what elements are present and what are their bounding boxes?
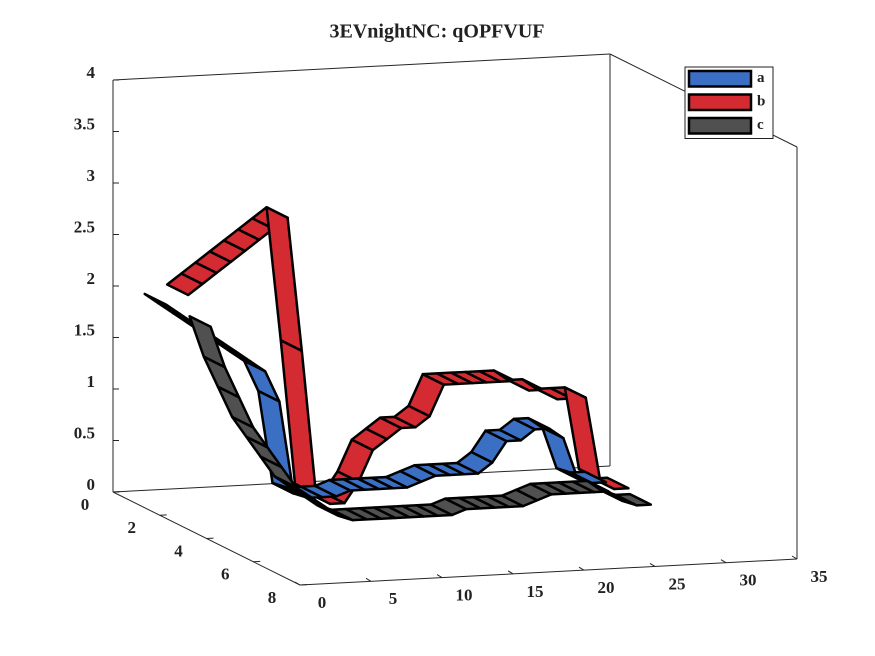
x-tick-label: 25: [669, 574, 686, 593]
legend-swatch: [687, 116, 753, 135]
z-tick-label: 1.5: [74, 320, 95, 339]
plot-area: [143, 205, 653, 522]
x-tick-label: 10: [456, 585, 473, 604]
axis-line: [299, 558, 798, 586]
x-tick-label: 0: [318, 593, 327, 612]
z-tick-label: 2: [87, 269, 96, 288]
x-tick: [436, 574, 443, 579]
z-tick-label: 0.5: [74, 423, 95, 442]
x-tick: [294, 581, 301, 586]
x-tick: [720, 559, 727, 564]
x-tick-label: 30: [740, 571, 757, 590]
y-tick-label: 4: [174, 541, 183, 560]
z-tick-label: 3.5: [74, 114, 95, 133]
ribbon-segment: [614, 492, 653, 507]
x-tick: [578, 566, 585, 571]
x-tick-label: 15: [527, 582, 544, 601]
legend-label: c: [757, 117, 764, 133]
x-tick: [365, 577, 372, 582]
axis-line: [112, 53, 611, 81]
z-tick-label: 0: [87, 475, 96, 494]
legend-label: a: [757, 70, 765, 86]
z-tick-label: 3: [87, 166, 96, 185]
x-tick-label: 5: [389, 589, 398, 608]
z-tick-label: 1: [87, 372, 96, 391]
x-tick: [791, 555, 798, 560]
ribbon-segment: [265, 205, 304, 353]
y-tick-label: 2: [128, 518, 137, 537]
ribbon-segment: [569, 470, 608, 485]
x-tick-label: 20: [598, 578, 615, 597]
x-tick-label: 35: [811, 567, 828, 586]
y-tick-label: 0: [81, 495, 90, 514]
y-tick-label: 8: [268, 588, 277, 607]
y-tick-label: 6: [221, 565, 230, 584]
legend-swatch: [687, 93, 753, 112]
chart-title: 3EVnightNC: qOPFVUF: [329, 21, 544, 43]
z-tick-label: 2.5: [74, 217, 95, 236]
z-tick-label: 4: [87, 63, 96, 82]
legend-swatch: [687, 69, 753, 88]
x-tick: [649, 562, 656, 567]
x-tick: [507, 570, 514, 575]
legend-label: b: [757, 94, 765, 110]
